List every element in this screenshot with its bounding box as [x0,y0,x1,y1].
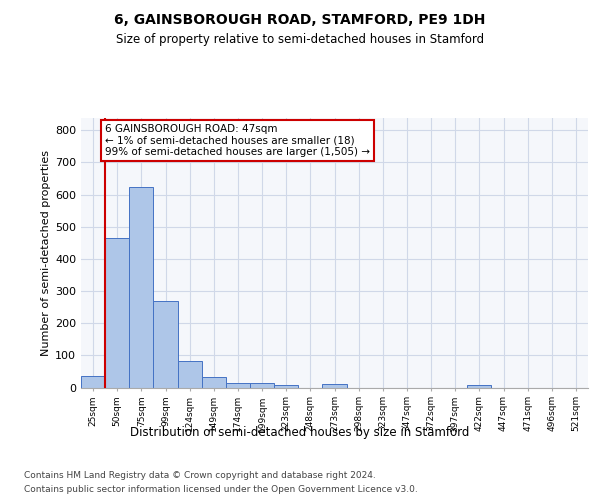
Text: Distribution of semi-detached houses by size in Stamford: Distribution of semi-detached houses by … [130,426,470,439]
Bar [250,384,274,388]
Text: 6, GAINSBOROUGH ROAD, STAMFORD, PE9 1DH: 6, GAINSBOROUGH ROAD, STAMFORD, PE9 1DH [115,12,485,26]
Text: 6 GAINSBOROUGH ROAD: 47sqm
← 1% of semi-detached houses are smaller (18)
99% of : 6 GAINSBOROUGH ROAD: 47sqm ← 1% of semi-… [105,124,370,157]
Bar [81,376,105,388]
Text: Contains public sector information licensed under the Open Government Licence v3: Contains public sector information licen… [24,484,418,494]
Y-axis label: Number of semi-detached properties: Number of semi-detached properties [41,150,51,356]
Bar [226,382,250,388]
Bar [467,385,491,388]
Text: Size of property relative to semi-detached houses in Stamford: Size of property relative to semi-detach… [116,32,484,46]
Bar [202,377,226,388]
Bar [129,186,154,388]
Bar [274,385,298,388]
Bar [322,384,347,388]
Bar [178,361,202,388]
Bar [105,238,129,388]
Bar [154,302,178,388]
Text: Contains HM Land Registry data © Crown copyright and database right 2024.: Contains HM Land Registry data © Crown c… [24,472,376,480]
